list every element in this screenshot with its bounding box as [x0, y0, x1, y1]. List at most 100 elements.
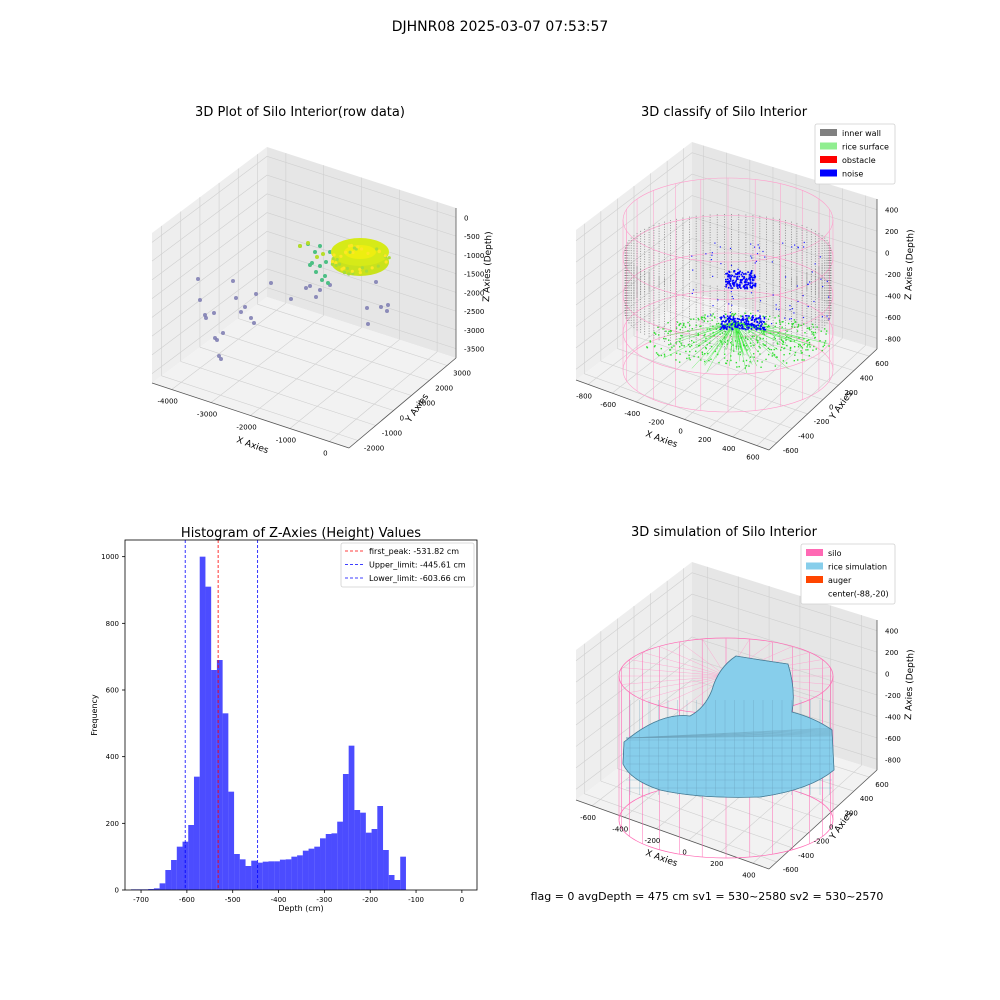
- noise-points: [738, 324, 741, 327]
- rice-surface-points: [749, 317, 752, 319]
- noise-points: [755, 328, 757, 330]
- rice-surface-points: [720, 341, 723, 343]
- noise-points: [759, 300, 762, 302]
- noise-points: [711, 254, 713, 256]
- rice-surface-points: [719, 326, 722, 328]
- noise-points: [729, 247, 732, 250]
- y-tick-label: 2000: [435, 385, 453, 393]
- rice-surface-points: [704, 314, 706, 316]
- noise-points: [736, 283, 738, 286]
- rice-surface-points: [748, 365, 750, 367]
- rice-surface-points: [762, 332, 764, 335]
- noise-points: [749, 279, 752, 281]
- grid-line: [575, 173, 878, 263]
- noise-points: [725, 280, 727, 283]
- silo-wireframe: [679, 641, 727, 677]
- rice-surface-points: [755, 338, 758, 340]
- rice-surface-points: [730, 314, 733, 316]
- rice-surface-points: [730, 359, 732, 362]
- grid-line: [584, 373, 777, 444]
- rice-surface-points: [680, 344, 683, 346]
- noise-points: [749, 284, 751, 287]
- rice-surface-points: [725, 317, 727, 319]
- rice-surface-points: [785, 339, 787, 341]
- pane: [576, 292, 877, 450]
- noise-points: [734, 281, 737, 283]
- histogram-bar: [383, 850, 389, 890]
- raw-point: [349, 243, 354, 248]
- noise-points: [819, 256, 821, 258]
- noise-points: [729, 280, 731, 282]
- rice-surface-points: [678, 341, 681, 343]
- noise-points: [723, 327, 725, 330]
- rice-surface-points: [744, 367, 746, 369]
- rice-surface-points: [794, 354, 796, 356]
- rice-surface-points: [774, 325, 776, 328]
- rice-surface-points: [811, 331, 813, 333]
- rice-surface-points: [725, 362, 727, 364]
- rice-surface-points: [739, 353, 742, 356]
- rice-surface-points: [808, 344, 811, 346]
- noise-points: [723, 326, 725, 329]
- rice-surface-points: [783, 354, 785, 356]
- rice-surface-points: [804, 332, 806, 334]
- y-tick-label: 400: [860, 375, 873, 383]
- noise-points: [725, 280, 728, 283]
- noise-points: [760, 324, 762, 327]
- rice-surface-points: [757, 318, 760, 320]
- rice-surface-points: [700, 359, 702, 361]
- rice-surface-points: [721, 332, 724, 334]
- rice-surface-points: [726, 343, 728, 345]
- rice-surface-points: [750, 338, 752, 340]
- noise-points: [736, 287, 739, 289]
- noise-points: [745, 278, 748, 280]
- rice-surface-points: [799, 344, 801, 346]
- histogram-legend: first_peak: -531.82 cm Upper_limit: -445.…: [340, 542, 475, 588]
- noise-points: [734, 320, 736, 323]
- noise-points: [750, 324, 753, 327]
- rice-surface-points: [798, 343, 800, 346]
- rice-surface-points: [788, 352, 791, 355]
- y-tick-label: 200: [106, 820, 119, 828]
- noise-points: [739, 285, 741, 287]
- z-tick-label: -500: [464, 233, 480, 241]
- rice-surface-points: [655, 352, 658, 354]
- noise-points: [728, 320, 731, 323]
- x-tick-label: 400: [742, 871, 755, 879]
- histogram-bar: [222, 713, 229, 890]
- noise-points: [796, 285, 798, 287]
- raw-point: [318, 288, 322, 292]
- noise-points: [731, 274, 734, 277]
- rice-surface-points: [724, 341, 727, 343]
- noise-points: [729, 315, 732, 317]
- raw-point: [350, 269, 354, 273]
- simulation-surface: [618, 637, 835, 859]
- rice-surface-points: [749, 356, 752, 358]
- noise-points: [809, 281, 811, 283]
- noise-points: [730, 287, 732, 289]
- noise-points: [729, 277, 732, 280]
- noise-points: [750, 271, 753, 273]
- rice-surface-points: [753, 344, 755, 346]
- noise-points: [712, 305, 714, 307]
- raw-point: [366, 322, 370, 326]
- noise-points: [744, 287, 746, 290]
- x-tick-label: -600: [580, 814, 596, 822]
- noise-points: [722, 320, 724, 323]
- rice-surface-points: [773, 336, 776, 338]
- rice-surface-points: [701, 351, 704, 354]
- noise-points: [711, 252, 713, 254]
- rice-surface-points: [781, 346, 783, 349]
- noise-points: [789, 305, 791, 307]
- rice-surface-points: [687, 343, 690, 346]
- rice-surface-points: [813, 345, 815, 348]
- noise-points: [729, 311, 732, 314]
- legend-swatch: [820, 156, 837, 163]
- rice-surface-points: [657, 353, 659, 356]
- histogram-bar: [394, 880, 401, 890]
- noise-points: [719, 246, 721, 248]
- rice-surface-points: [756, 341, 759, 344]
- rice-surface-points: [782, 360, 785, 362]
- rice-surface-points: [757, 350, 759, 352]
- noise-points: [751, 316, 753, 318]
